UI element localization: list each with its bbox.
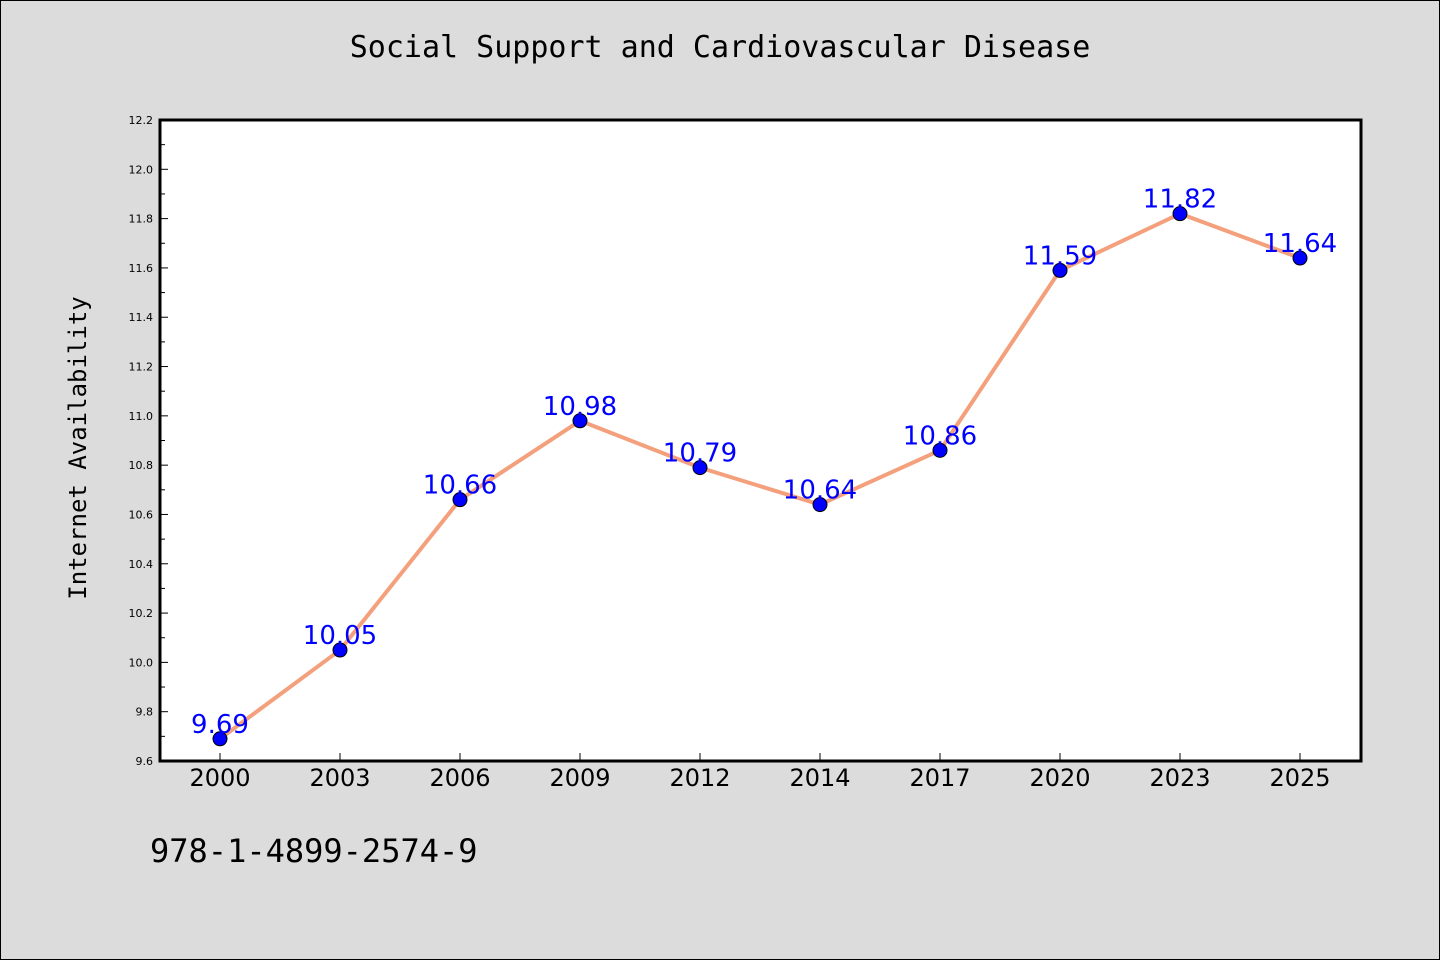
x-tick-label: 2009 [549,764,610,792]
chart-title: Social Support and Cardiovascular Diseas… [349,30,1091,65]
y-axis-ticks: 9.6 9.8 10.0 10.2 10.4 10.6 10.8 11.0 11.2 11.4 11… [129,114,168,768]
y-axis-title: Internet Availability [64,296,92,599]
data-label: 10.86 [903,421,977,451]
data-label: 11.82 [1143,185,1217,215]
x-axis-ticks: 2000 2003 2006 2009 2012 2014 2017 2020 2023 2025 [189,753,1331,792]
y-tick-label: 11.8 [129,213,154,226]
x-tick-label: 2003 [309,764,370,792]
plot-area [158,118,1363,763]
data-label: 10.66 [423,471,497,501]
y-tick-label: 12.0 [129,163,154,176]
data-point-marker [932,442,948,458]
x-tick-label: 2014 [789,764,850,792]
y-tick-label: 10.2 [129,607,154,620]
data-point-marker [332,642,348,658]
data-point-marker [452,492,468,508]
footer-code: 978-1-4899-2574-9 [150,832,478,870]
data-point-marker [1292,250,1308,266]
x-tick-label: 2017 [909,764,970,792]
y-tick-label: 10.0 [129,656,154,669]
data-point-marker [692,460,708,476]
data-point-marker [812,497,828,513]
data-label: 10.05 [303,621,377,651]
data-point-marker [1052,262,1068,278]
y-tick-label: 10.6 [129,508,154,521]
series-markers [212,206,1308,747]
y-tick-label: 11.4 [129,311,154,324]
x-tick-label: 2012 [669,764,730,792]
x-tick-label: 2023 [1149,764,1210,792]
y-tick-label: 12.2 [129,114,154,127]
series-line [218,211,1301,741]
y-tick-label: 10.4 [129,558,154,571]
data-label: 11.64 [1263,229,1337,259]
data-label: 10.64 [783,476,857,506]
x-tick-label: 2020 [1029,764,1090,792]
data-labels: 9.69 10.05 10.66 10.98 10.79 10.64 10.86 11.59 1… [191,185,1337,740]
y-tick-label: 10.8 [129,459,154,472]
data-point-marker [1172,206,1188,222]
data-point-marker [212,731,228,747]
y-tick-label: 9.8 [136,706,154,719]
x-tick-label: 2000 [189,764,250,792]
y-tick-label: 11.2 [129,361,154,374]
y-tick-label: 11.0 [129,410,154,423]
data-point-marker [572,413,588,429]
data-label: 10.79 [663,439,737,469]
data-label: 11.59 [1023,241,1097,271]
data-label: 9.69 [191,710,249,740]
data-label: 10.98 [543,392,617,422]
y-tick-label: 9.6 [136,755,154,768]
x-tick-label: 2006 [429,764,490,792]
x-tick-label: 2025 [1269,764,1330,792]
y-tick-label: 11.6 [129,262,154,275]
